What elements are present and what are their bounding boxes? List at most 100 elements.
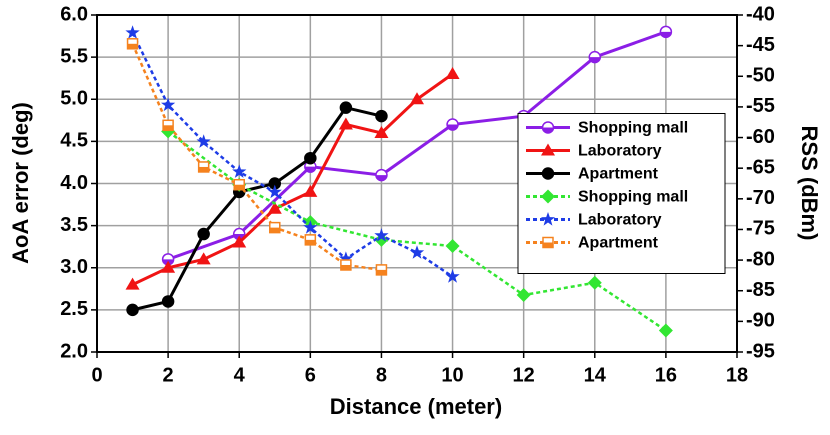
y2-tick-label: -60 [746,126,775,148]
marker-half [543,242,553,248]
legend-label: Shopping mall [578,120,688,137]
x-tick-label: 18 [726,364,748,386]
legend-label: Apartment [578,166,659,183]
y-tick-label: 3.0 [60,256,88,278]
marker [338,251,353,265]
marker [267,201,282,214]
y2-tick-label: -70 [746,187,775,209]
marker [587,275,602,290]
marker [303,184,318,197]
legend-marker [541,167,555,180]
marker [232,235,247,248]
series [126,38,388,276]
x-tick-label: 10 [441,364,463,386]
marker [375,109,388,123]
marker-half [198,166,209,172]
legend-item: Shopping mall [526,189,688,206]
legend-marker [541,143,555,156]
marker [339,101,353,114]
marker-half [304,166,316,173]
marker-half [376,269,387,275]
marker [232,164,247,178]
marker-half [234,184,245,190]
marker [516,288,531,303]
marker-half [163,125,174,131]
y2-tick-label: -45 [746,34,775,56]
marker [196,252,211,265]
marker [658,323,673,338]
marker-half [447,124,459,131]
marker [445,66,460,79]
y2-tick-label: -80 [746,248,775,270]
y-tick-label: 6.0 [60,3,88,25]
y2-tick-label: -75 [746,218,775,240]
marker [374,125,389,138]
marker-half [305,239,316,245]
y-tick-label: 5.0 [60,88,88,110]
series [125,66,460,290]
marker [125,25,140,39]
x-axis-label: Distance (meter) [330,394,502,419]
marker-half [660,31,672,38]
legend-item: Shopping mall [526,120,688,137]
marker-half [375,175,387,181]
marker-half [269,227,280,233]
y2-tick-label: -95 [746,340,775,362]
legend-item: Laboratory [526,143,662,160]
marker-half [127,43,138,49]
marker [196,134,211,148]
series-line [131,72,454,286]
y-tick-label: 2.0 [60,340,88,362]
y-tick-label: 4.5 [60,130,88,152]
marker [197,227,210,241]
marker [161,260,176,273]
marker [161,295,175,308]
series-line [167,30,667,261]
legend-label: Laboratory [578,143,662,160]
y-tick-label: 4.0 [60,172,88,194]
marker [445,238,460,253]
marker [445,269,460,283]
y2-tick-label: -40 [746,3,775,25]
x-tick-label: 12 [513,364,535,386]
legend-item: Laboratory [526,212,662,229]
marker [303,220,318,234]
x-tick-label: 8 [376,364,387,386]
marker [374,232,389,247]
marker [126,303,139,317]
x-tick-label: 0 [91,364,102,386]
legend-item: Apartment [526,166,659,183]
series-line [131,32,454,278]
y-tick-label: 3.5 [60,214,88,236]
x-tick-label: 6 [305,364,316,386]
plot-frame [96,14,738,353]
legend-marker [541,189,555,204]
legend-label: Shopping mall [578,189,688,206]
x-tick-label: 14 [584,364,607,386]
legend-label: Apartment [578,235,659,252]
y-tick-label: 2.5 [60,298,88,320]
marker [161,97,176,112]
y2-tick-label: -90 [746,310,775,332]
marker-half [589,57,601,63]
marker-half [340,264,351,270]
series [125,25,460,283]
series-line [131,43,382,272]
legend-label: Laboratory [578,212,662,229]
series-line [132,105,382,312]
marker [410,92,424,105]
x-tick-label: 2 [163,364,174,386]
marker [125,277,140,290]
y2-tick-label: -50 [746,65,775,87]
marker [409,245,425,259]
y2-tick-label: -55 [746,95,775,117]
marker-half [542,127,554,133]
x-tick-label: 4 [234,364,246,386]
legend-marker [540,212,556,226]
series [126,101,388,317]
legend-item: Apartment [526,235,659,252]
y2-tick-label: -65 [746,156,775,178]
y2-axis-label: RSS (dBm) [797,126,822,241]
